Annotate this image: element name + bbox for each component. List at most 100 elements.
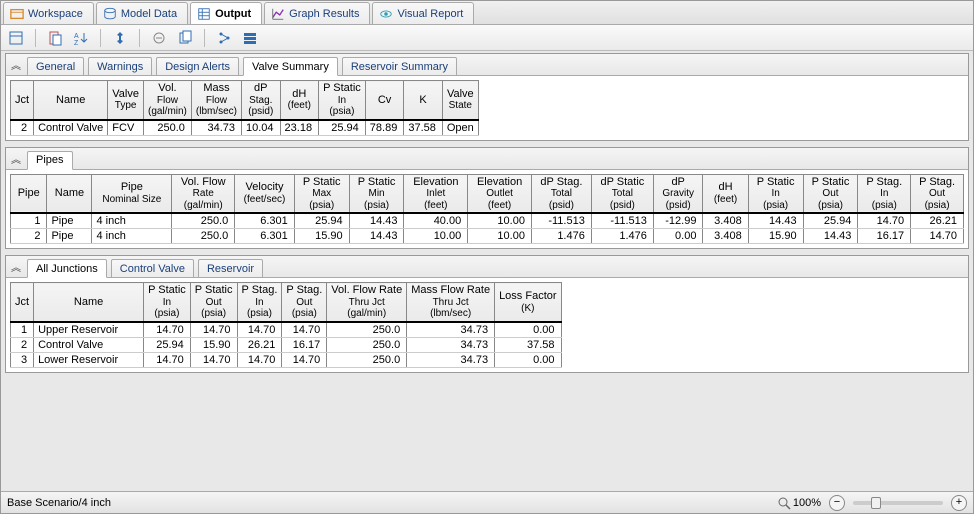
column-header[interactable]: dH(feet)	[703, 174, 748, 213]
subtab-general[interactable]: General	[27, 57, 84, 76]
tab-workspace[interactable]: Workspace	[3, 2, 94, 24]
collapse-icon[interactable]: ︽	[8, 259, 24, 274]
subtab-reservoir-summary[interactable]: Reservoir Summary	[342, 57, 457, 76]
column-header[interactable]: P StaticMax(psia)	[294, 174, 349, 213]
subtab-valve-summary[interactable]: Valve Summary	[243, 57, 338, 76]
tab-label: Workspace	[28, 8, 83, 20]
zoom-in-button[interactable]: +	[951, 495, 967, 511]
column-header[interactable]: Vol.Flow(gal/min)	[143, 81, 191, 120]
tab-label: Graph Results	[289, 8, 359, 20]
toolbar-btn-1[interactable]	[7, 29, 25, 47]
toolbar-btn-6[interactable]	[176, 29, 194, 47]
separator	[204, 29, 205, 47]
table-row[interactable]: 2Pipe4 inch250.06.30115.9014.4310.0010.0…	[11, 229, 964, 244]
column-header[interactable]: dP StaticTotal(psid)	[591, 174, 653, 213]
column-header[interactable]: Cv	[365, 81, 404, 120]
toolbar-btn-2[interactable]	[46, 29, 64, 47]
magnifier-icon	[777, 496, 791, 510]
column-header[interactable]: Name	[34, 81, 108, 120]
column-header[interactable]: P StaticIn(psia)	[319, 81, 366, 120]
column-header[interactable]: P StaticMin(psia)	[349, 174, 404, 213]
column-header[interactable]: Loss Factor(K)	[495, 283, 561, 322]
pipes-panel: ︽ Pipes PipeNamePipeNominal SizeVol. Flo…	[5, 147, 969, 250]
toolbar-btn-7[interactable]	[215, 29, 233, 47]
column-header[interactable]: Mass Flow RateThru Jct(lbm/sec)	[407, 283, 495, 322]
table-row[interactable]: 2Control ValveFCV250.034.7310.0423.1825.…	[11, 120, 479, 136]
svg-text:A: A	[74, 33, 79, 40]
table-row[interactable]: 1Upper Reservoir14.7014.7014.7014.70250.…	[11, 322, 562, 338]
separator	[139, 29, 140, 47]
subtab-warnings[interactable]: Warnings	[88, 57, 152, 76]
column-header[interactable]: dPGravity(psid)	[653, 174, 703, 213]
scenario-path: Base Scenario/4 inch	[7, 497, 111, 509]
column-header[interactable]: K	[404, 81, 443, 120]
toolbar-btn-5[interactable]	[150, 29, 168, 47]
panel-header: ︽ General Warnings Design Alerts Valve S…	[6, 54, 968, 76]
status-bar: Base Scenario/4 inch 100% − +	[1, 491, 973, 513]
main-tabs: Workspace Model Data Output Graph Result…	[1, 1, 973, 25]
toolbar-sort-icon[interactable]: AZ	[72, 29, 90, 47]
tab-graph-results[interactable]: Graph Results	[264, 2, 370, 24]
toolbar-pin-icon[interactable]	[111, 29, 129, 47]
column-header[interactable]: ElevationOutlet(feet)	[468, 174, 532, 213]
tab-label: Visual Report	[397, 8, 463, 20]
column-header[interactable]: P Stag.In(psia)	[237, 283, 282, 322]
table-row[interactable]: 2Control Valve25.9415.9026.2116.17250.03…	[11, 337, 562, 352]
subtab-design-alerts[interactable]: Design Alerts	[156, 57, 239, 76]
panel-header: ︽ All Junctions Control Valve Reservoir	[6, 256, 968, 278]
zoom-out-button[interactable]: −	[829, 495, 845, 511]
tab-output[interactable]: Output	[190, 2, 262, 24]
table-row[interactable]: 3Lower Reservoir14.7014.7014.7014.70250.…	[11, 352, 562, 367]
column-header[interactable]: P StaticOut(psia)	[803, 174, 858, 213]
column-header[interactable]: P StaticIn(psia)	[144, 283, 191, 322]
zoom-display[interactable]: 100%	[777, 496, 821, 510]
pipes-table: PipeNamePipeNominal SizeVol. FlowRate(ga…	[10, 174, 964, 245]
column-header[interactable]: Jct	[11, 283, 34, 322]
column-header[interactable]: P Stag.Out(psia)	[911, 174, 964, 213]
junctions-panel: ︽ All Junctions Control Valve Reservoir …	[5, 255, 969, 373]
subtab-reservoir[interactable]: Reservoir	[198, 259, 263, 278]
tab-label: Output	[215, 8, 251, 20]
column-header[interactable]: dPStag.(psid)	[242, 81, 281, 120]
column-header[interactable]: ValveType	[108, 81, 144, 120]
column-header[interactable]: P Stag.In(psia)	[858, 174, 911, 213]
output-toolbar: AZ	[1, 25, 973, 51]
column-header[interactable]: ValveState	[442, 81, 478, 120]
subtab-control-valve[interactable]: Control Valve	[111, 259, 194, 278]
separator	[100, 29, 101, 47]
column-header[interactable]: Vol. FlowRate(gal/min)	[172, 174, 235, 213]
column-header[interactable]: MassFlow(lbm/sec)	[191, 81, 241, 120]
tab-visual-report[interactable]: Visual Report	[372, 2, 474, 24]
column-header[interactable]: dH(feet)	[280, 81, 319, 120]
output-panels: ︽ General Warnings Design Alerts Valve S…	[1, 51, 973, 491]
column-header[interactable]: Jct	[11, 81, 34, 120]
column-header[interactable]: Velocity(feet/sec)	[235, 174, 295, 213]
panel-header: ︽ Pipes	[6, 148, 968, 170]
column-header[interactable]: Name	[34, 283, 144, 322]
valve-summary-table: JctNameValveTypeVol.Flow(gal/min)MassFlo…	[10, 80, 479, 136]
column-header[interactable]: P Stag.Out(psia)	[282, 283, 327, 322]
collapse-icon[interactable]: ︽	[8, 57, 24, 72]
column-header[interactable]: ElevationInlet(feet)	[404, 174, 468, 213]
tab-label: Model Data	[121, 8, 177, 20]
zoom-value: 100%	[793, 497, 821, 509]
collapse-icon[interactable]: ︽	[8, 151, 24, 166]
tab-model-data[interactable]: Model Data	[96, 2, 188, 24]
column-header[interactable]: dP Stag.Total(psid)	[531, 174, 591, 213]
svg-text:Z: Z	[74, 40, 79, 46]
zoom-thumb[interactable]	[871, 497, 881, 509]
column-header[interactable]: P StaticIn(psia)	[748, 174, 803, 213]
separator	[35, 29, 36, 47]
table-row[interactable]: 1Pipe4 inch250.06.30125.9414.4340.0010.0…	[11, 213, 964, 229]
column-header[interactable]: Pipe	[11, 174, 47, 213]
column-header[interactable]: Name	[47, 174, 92, 213]
zoom-slider[interactable]	[853, 501, 943, 505]
subtab-all-junctions[interactable]: All Junctions	[27, 259, 107, 278]
toolbar-btn-8[interactable]	[241, 29, 259, 47]
column-header[interactable]: P StaticOut(psia)	[190, 283, 237, 322]
subtab-pipes[interactable]: Pipes	[27, 151, 73, 170]
column-header[interactable]: PipeNominal Size	[92, 174, 172, 213]
junctions-table: JctNameP StaticIn(psia)P StaticOut(psia)…	[10, 282, 562, 368]
valve-summary-panel: ︽ General Warnings Design Alerts Valve S…	[5, 53, 969, 141]
column-header[interactable]: Vol. Flow RateThru Jct(gal/min)	[327, 283, 407, 322]
